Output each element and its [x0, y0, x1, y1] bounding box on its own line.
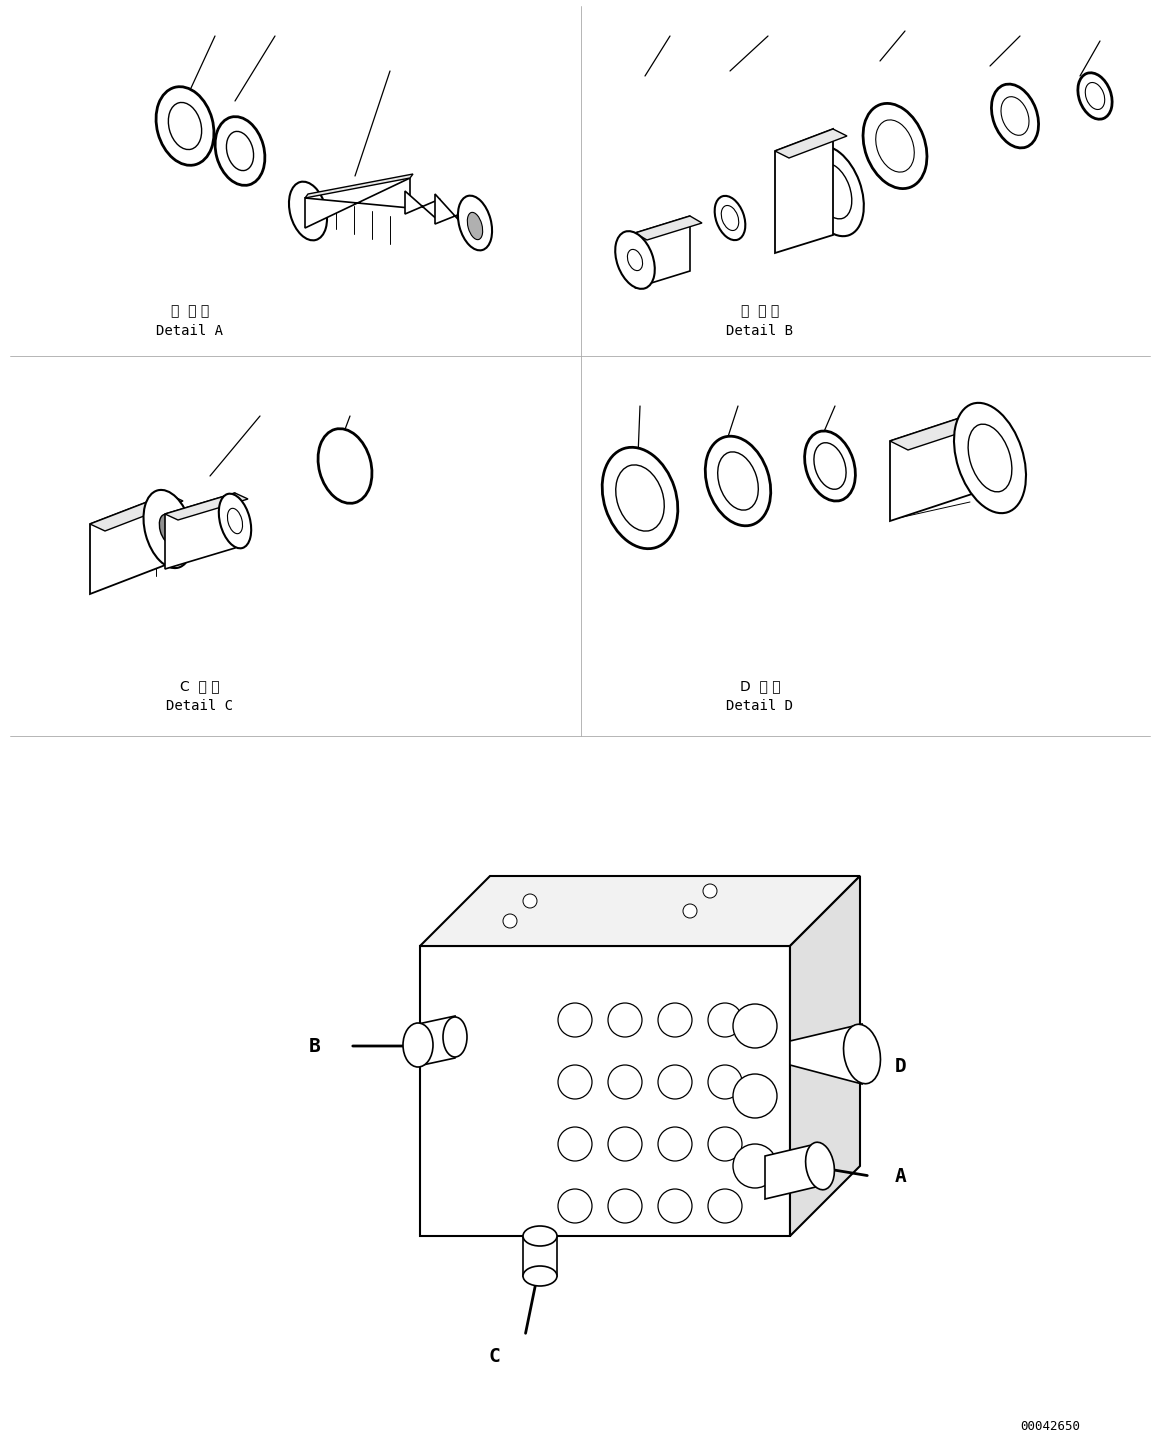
Ellipse shape — [558, 1127, 592, 1160]
Text: D  詳 細: D 詳 細 — [740, 678, 780, 693]
Polygon shape — [635, 215, 702, 240]
Ellipse shape — [615, 464, 664, 531]
Ellipse shape — [708, 1127, 742, 1160]
Ellipse shape — [968, 424, 1012, 492]
Polygon shape — [165, 494, 235, 569]
Ellipse shape — [288, 182, 327, 240]
Polygon shape — [890, 414, 972, 521]
Ellipse shape — [558, 1064, 592, 1099]
Polygon shape — [775, 130, 847, 159]
Polygon shape — [635, 215, 690, 288]
Ellipse shape — [608, 1190, 642, 1223]
Ellipse shape — [658, 1064, 692, 1099]
Ellipse shape — [702, 884, 718, 898]
Polygon shape — [890, 414, 990, 450]
Ellipse shape — [1001, 96, 1029, 135]
Text: A: A — [896, 1166, 907, 1185]
Ellipse shape — [523, 894, 537, 909]
Ellipse shape — [558, 1190, 592, 1223]
Text: 日  詳 細: 日 詳 細 — [741, 304, 779, 317]
Text: B: B — [308, 1037, 320, 1056]
Text: C  詳 細: C 詳 細 — [180, 678, 220, 693]
Text: C: C — [488, 1347, 500, 1366]
Text: Detail A: Detail A — [157, 325, 223, 338]
Ellipse shape — [658, 1190, 692, 1223]
Ellipse shape — [733, 1075, 777, 1118]
Polygon shape — [435, 194, 475, 237]
Polygon shape — [90, 494, 183, 531]
Ellipse shape — [843, 1024, 880, 1083]
Ellipse shape — [468, 213, 483, 240]
Text: Ａ  詳 細: Ａ 詳 細 — [171, 304, 209, 317]
Ellipse shape — [806, 1143, 834, 1190]
Text: 00042650: 00042650 — [1020, 1420, 1080, 1433]
Ellipse shape — [814, 443, 846, 489]
Ellipse shape — [169, 102, 201, 150]
Polygon shape — [305, 175, 413, 198]
Text: D: D — [896, 1057, 907, 1076]
Polygon shape — [418, 1016, 455, 1066]
Polygon shape — [90, 494, 167, 594]
Polygon shape — [775, 130, 833, 253]
Ellipse shape — [954, 403, 1026, 513]
Ellipse shape — [602, 447, 678, 549]
FancyBboxPatch shape — [424, 1021, 555, 1181]
Ellipse shape — [627, 249, 643, 271]
Ellipse shape — [228, 508, 243, 534]
Ellipse shape — [715, 197, 745, 240]
Ellipse shape — [708, 1190, 742, 1223]
Ellipse shape — [708, 1064, 742, 1099]
Ellipse shape — [805, 431, 856, 501]
Polygon shape — [165, 494, 248, 520]
Ellipse shape — [733, 1144, 777, 1188]
Ellipse shape — [608, 1064, 642, 1099]
Ellipse shape — [1085, 83, 1105, 109]
Ellipse shape — [876, 119, 914, 172]
Text: Detail C: Detail C — [166, 699, 234, 713]
Ellipse shape — [721, 205, 739, 230]
Ellipse shape — [227, 131, 254, 170]
Ellipse shape — [523, 1226, 557, 1246]
Text: Detail B: Detail B — [727, 325, 793, 338]
Text: Detail D: Detail D — [727, 699, 793, 713]
Ellipse shape — [404, 1024, 433, 1067]
Ellipse shape — [317, 428, 372, 504]
Ellipse shape — [608, 1127, 642, 1160]
Ellipse shape — [443, 1016, 468, 1057]
Polygon shape — [405, 191, 440, 221]
Ellipse shape — [143, 489, 193, 568]
Ellipse shape — [156, 87, 214, 166]
Polygon shape — [765, 1143, 820, 1198]
Ellipse shape — [708, 1003, 742, 1037]
Ellipse shape — [683, 904, 697, 917]
Ellipse shape — [658, 1127, 692, 1160]
Ellipse shape — [504, 914, 518, 927]
Ellipse shape — [814, 163, 851, 218]
Ellipse shape — [705, 437, 771, 526]
Ellipse shape — [718, 451, 758, 510]
Polygon shape — [790, 877, 859, 1236]
Ellipse shape — [219, 494, 251, 549]
Polygon shape — [305, 178, 411, 229]
Polygon shape — [420, 877, 859, 946]
Ellipse shape — [215, 116, 265, 185]
Ellipse shape — [558, 1003, 592, 1037]
Ellipse shape — [1078, 73, 1112, 119]
Ellipse shape — [608, 1003, 642, 1037]
Ellipse shape — [991, 84, 1039, 149]
Ellipse shape — [733, 1005, 777, 1048]
Polygon shape — [790, 1024, 862, 1085]
Polygon shape — [523, 1236, 557, 1275]
Ellipse shape — [802, 146, 864, 236]
Ellipse shape — [159, 514, 177, 543]
Ellipse shape — [863, 103, 927, 189]
Ellipse shape — [458, 195, 492, 250]
Ellipse shape — [658, 1003, 692, 1037]
Ellipse shape — [615, 232, 655, 288]
Ellipse shape — [523, 1267, 557, 1286]
Polygon shape — [420, 946, 790, 1236]
